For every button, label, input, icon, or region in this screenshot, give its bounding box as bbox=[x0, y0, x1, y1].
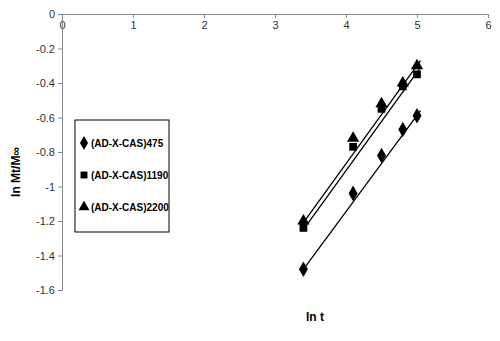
legend: (AD-X-CAS)475 (AD-X-CAS)1190 (AD-X-CAS)220… bbox=[75, 120, 169, 232]
point bbox=[413, 71, 421, 79]
x-tick-mark bbox=[346, 14, 347, 18]
legend-label: (AD-X-CAS)1190 bbox=[91, 170, 169, 181]
y-tick: -1.2 bbox=[36, 215, 62, 227]
x-tick-label: 2 bbox=[201, 19, 207, 31]
y-tick-label: -1.4 bbox=[36, 250, 55, 262]
y-tick: -1.4 bbox=[36, 250, 62, 262]
point bbox=[375, 97, 387, 108]
x-tick-mark bbox=[204, 14, 205, 18]
x-tick: 5 bbox=[414, 14, 420, 31]
point bbox=[413, 108, 422, 124]
x-tick-mark bbox=[275, 14, 276, 18]
point bbox=[349, 186, 358, 202]
point bbox=[398, 122, 407, 138]
x-tick: 6 bbox=[485, 14, 491, 31]
y-axis-line bbox=[58, 15, 63, 291]
x-tick-mark bbox=[417, 14, 418, 18]
legend-box bbox=[75, 120, 169, 232]
x-tick-label: 6 bbox=[485, 19, 491, 31]
legend-label: (AD-X-CAS)2200 bbox=[91, 202, 169, 213]
point bbox=[411, 59, 423, 70]
y-tick-mark bbox=[58, 221, 62, 222]
chart: 0 1 2 3 4 5 6 0 -0.2 -0.4 -0.6 -0.8 -1 -1.2 -1.4 -1.6 ln… bbox=[0, 0, 500, 341]
legend-label: (AD-X-CAS)475 bbox=[91, 138, 164, 149]
legend-marker bbox=[81, 172, 88, 179]
y-tick-mark bbox=[58, 187, 62, 188]
x-axis-title: ln t bbox=[306, 310, 324, 324]
y-tick: -0.4 bbox=[36, 77, 62, 89]
y-axis: 0 -0.2 -0.4 -0.6 -0.8 -1 -1.2 -1.4 -1.6 bbox=[36, 8, 62, 296]
x-tick-label: 5 bbox=[414, 19, 420, 31]
y-tick: -0.6 bbox=[36, 112, 62, 124]
x-tick: 4 bbox=[343, 14, 349, 31]
x-tick-label: 3 bbox=[272, 19, 278, 31]
y-tick-label: -0.8 bbox=[36, 146, 55, 158]
x-tick: 2 bbox=[201, 14, 207, 31]
y-tick-label: -0.4 bbox=[36, 77, 55, 89]
x-axis-line bbox=[63, 15, 489, 19]
y-tick-mark bbox=[58, 290, 62, 291]
y-tick-mark bbox=[58, 49, 62, 50]
trend-line bbox=[303, 61, 420, 223]
y-tick-label: -1.2 bbox=[36, 215, 55, 227]
plot-area bbox=[297, 59, 423, 277]
x-tick: 1 bbox=[130, 14, 136, 31]
x-tick-label: 1 bbox=[130, 19, 136, 31]
y-tick-label: -0.6 bbox=[36, 112, 55, 124]
y-tick-label: -0.2 bbox=[36, 43, 55, 55]
y-tick-mark bbox=[58, 256, 62, 257]
point bbox=[397, 76, 409, 87]
x-tick: 3 bbox=[272, 14, 278, 31]
legend-marker bbox=[79, 201, 90, 210]
y-axis-title: ln Mt/M∞ bbox=[9, 147, 23, 197]
legend-marker bbox=[80, 136, 88, 150]
y-tick: -1 bbox=[45, 181, 62, 193]
y-tick: 0 bbox=[49, 8, 62, 20]
x-axis: 0123456 bbox=[59, 14, 491, 31]
y-tick-mark bbox=[58, 83, 62, 84]
y-tick-label: -1 bbox=[45, 181, 55, 193]
y-tick-mark bbox=[58, 152, 62, 153]
x-tick-mark bbox=[488, 14, 489, 18]
y-tick-label: 0 bbox=[49, 8, 55, 20]
x-tick-mark bbox=[133, 14, 134, 18]
y-tick-mark bbox=[58, 14, 62, 15]
point bbox=[297, 214, 309, 225]
trend-line bbox=[303, 67, 420, 229]
y-tick: -1.6 bbox=[36, 284, 62, 296]
y-tick-label: -1.6 bbox=[36, 284, 55, 296]
y-tick: -0.2 bbox=[36, 43, 62, 55]
point bbox=[299, 262, 308, 278]
point bbox=[300, 224, 308, 232]
y-tick-mark bbox=[58, 118, 62, 119]
trend-line bbox=[303, 111, 420, 270]
x-tick-label: 4 bbox=[343, 19, 349, 31]
point bbox=[347, 131, 359, 142]
y-tick: -0.8 bbox=[36, 146, 62, 158]
point bbox=[377, 148, 386, 164]
